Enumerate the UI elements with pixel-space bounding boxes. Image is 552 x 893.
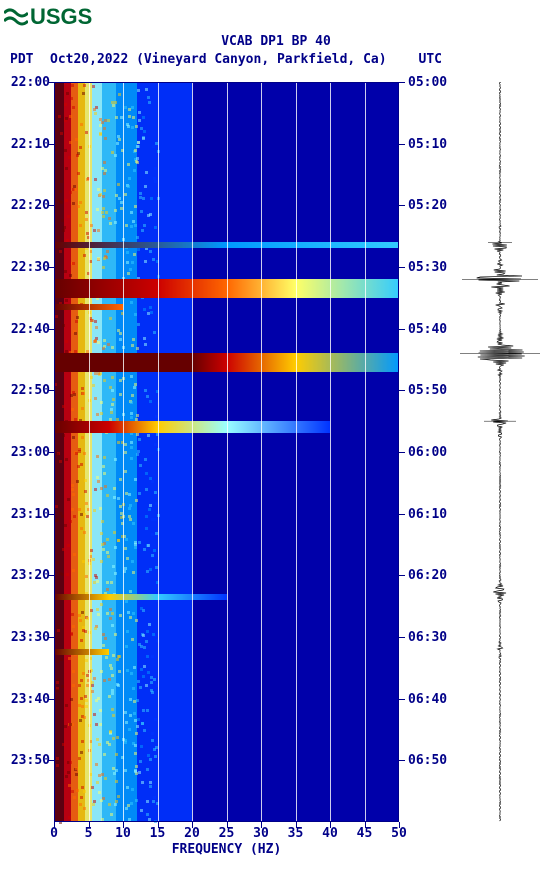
x-tick: 5 (85, 826, 93, 841)
x-tick: 50 (391, 826, 407, 841)
y-left-tick: 22:10 (8, 137, 50, 152)
y-left-tick: 22:30 (8, 260, 50, 275)
y-right-tick: 06:50 (408, 753, 450, 768)
x-tick: 45 (357, 826, 373, 841)
logo-text: USGS (30, 4, 92, 30)
tz-left-label: PDT (10, 52, 33, 67)
y-left-tick: 23:50 (8, 753, 50, 768)
y-right-tick: 06:40 (408, 692, 450, 707)
y-right-tick: 05:00 (408, 75, 450, 90)
spectrogram-chart (54, 82, 399, 822)
y-axis-left: 22:0022:1022:2022:3022:4022:5023:0023:10… (8, 82, 50, 822)
x-tick: 15 (150, 826, 166, 841)
y-right-tick: 06:30 (408, 630, 450, 645)
y-left-tick: 22:50 (8, 383, 50, 398)
tz-right-label: UTC (419, 52, 442, 67)
x-tick: 40 (322, 826, 338, 841)
y-right-tick: 06:20 (408, 568, 450, 583)
y-right-tick: 05:10 (408, 137, 450, 152)
y-left-tick: 22:40 (8, 322, 50, 337)
x-tick: 30 (253, 826, 269, 841)
logo-waves-icon (4, 7, 28, 27)
y-right-tick: 05:50 (408, 383, 450, 398)
y-right-tick: 06:00 (408, 445, 450, 460)
x-tick: 0 (50, 826, 58, 841)
y-right-tick: 05:30 (408, 260, 450, 275)
chart-title: VCAB DP1 BP 40 (0, 34, 552, 49)
y-left-tick: 23:10 (8, 507, 50, 522)
x-axis-label: FREQUENCY (HZ) (54, 842, 399, 857)
x-tick: 25 (219, 826, 235, 841)
y-right-tick: 05:40 (408, 322, 450, 337)
spectrogram-canvas (54, 82, 399, 822)
y-right-tick: 05:20 (408, 198, 450, 213)
usgs-logo: USGS (4, 4, 92, 30)
y-left-tick: 23:30 (8, 630, 50, 645)
y-left-tick: 23:40 (8, 692, 50, 707)
y-left-tick: 22:20 (8, 198, 50, 213)
y-left-tick: 23:00 (8, 445, 50, 460)
date-label: Oct20,2022 (Vineyard Canyon, Parkfield, … (50, 52, 387, 67)
x-tick: 10 (115, 826, 131, 841)
y-right-tick: 06:10 (408, 507, 450, 522)
y-left-tick: 23:20 (8, 568, 50, 583)
x-tick: 35 (288, 826, 304, 841)
x-tick: 20 (184, 826, 200, 841)
y-axis-right: 05:0005:1005:2005:3005:4005:5006:0006:10… (408, 82, 450, 822)
y-left-tick: 22:00 (8, 75, 50, 90)
waveform-panel (460, 82, 540, 822)
